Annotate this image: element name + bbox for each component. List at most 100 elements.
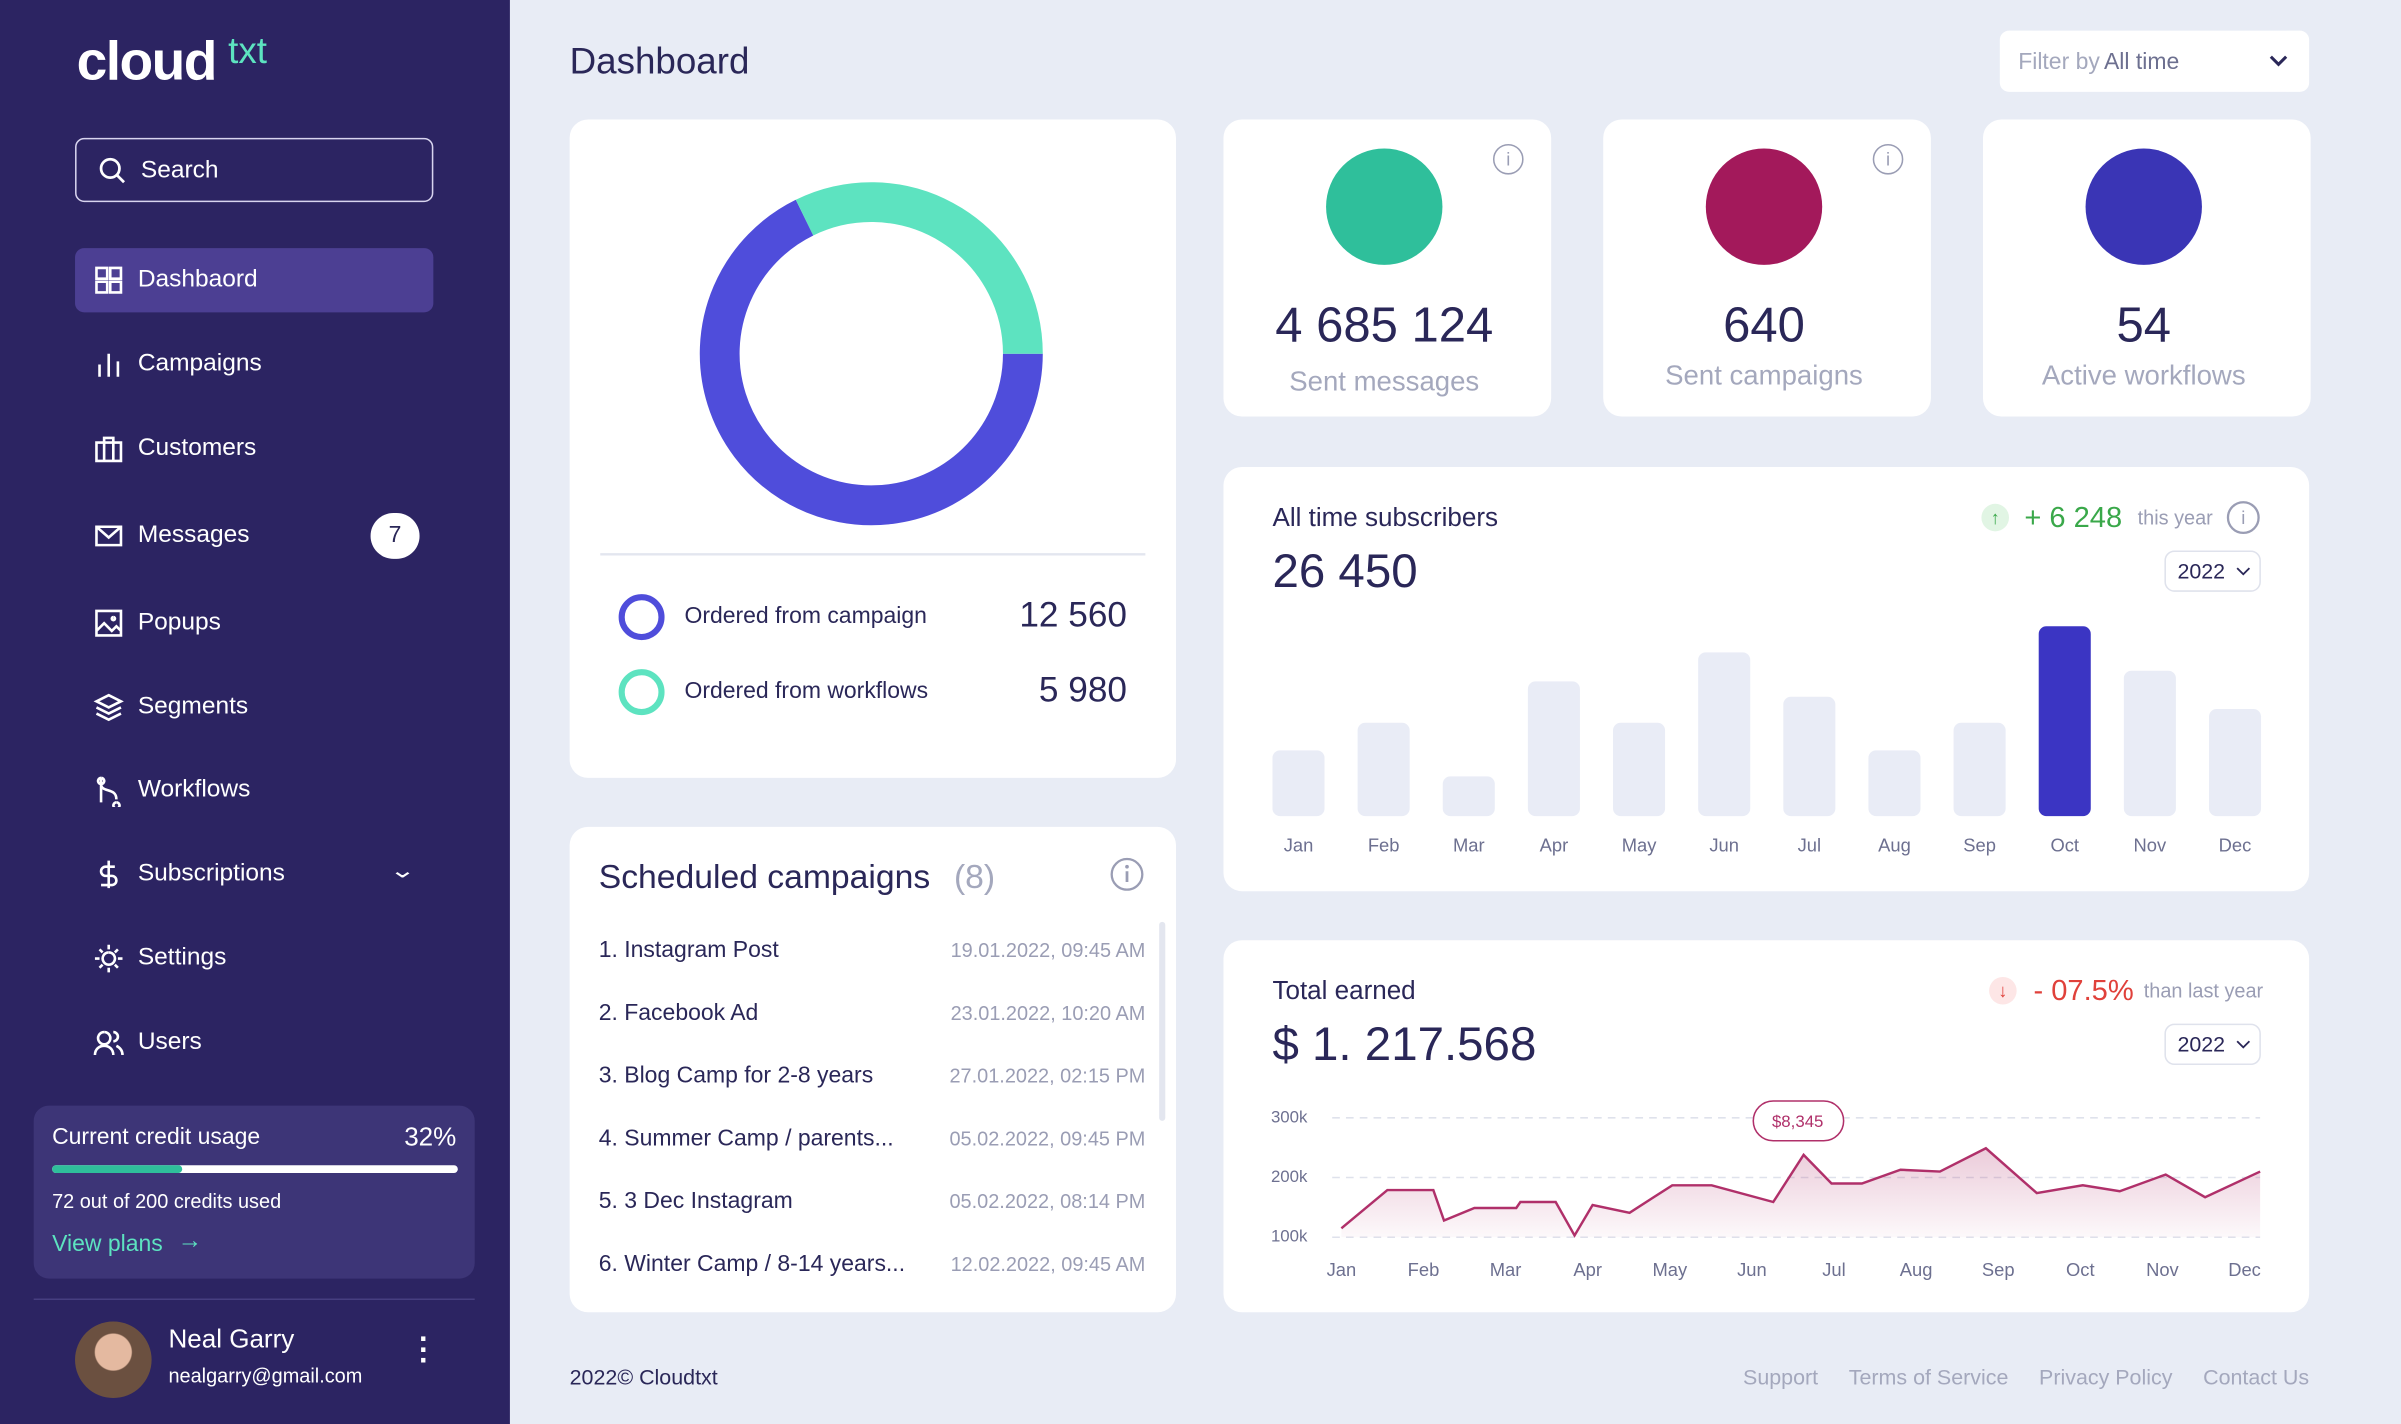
footer-link[interactable]: Support [1743, 1364, 1819, 1389]
icon [94, 944, 123, 973]
chevron [2236, 1040, 2251, 1049]
divider [33, 1298, 475, 1301]
bar [1613, 722, 1666, 817]
info-icon[interactable]: i [1872, 143, 1904, 175]
user-name: Neal Garry [168, 1324, 295, 1354]
card-total: $ 1. 217.568 [1272, 1018, 1536, 1071]
change-note: this year [2138, 507, 2214, 529]
campaign-date: 12.02.2022, 09:45 AM [950, 1252, 1146, 1276]
footer-link[interactable]: Privacy Policy [2039, 1364, 2173, 1389]
nav-item[interactable]: Customers [137, 434, 257, 461]
footer-link[interactable]: Terms of Service [1848, 1364, 2009, 1389]
nav-item[interactable]: Segments [137, 693, 249, 720]
search-placeholder: Search [140, 157, 219, 184]
icon [95, 436, 123, 463]
nav-active[interactable] [75, 248, 434, 313]
nav-icon [95, 266, 123, 294]
stat-icon [1705, 148, 1823, 265]
x-tick-label: Oct [2050, 835, 2079, 856]
nav-icon [95, 609, 123, 637]
x-tick-label: Dec [2219, 835, 2252, 856]
x-tick-label: Feb [1368, 835, 1400, 856]
campaign-name[interactable]: 5. 3 Dec Instagram [598, 1188, 793, 1215]
stat-card: 54 Active workflows [1982, 119, 2311, 417]
filter[interactable]: Filter by All time [1999, 30, 2310, 92]
search-box[interactable]: Search [75, 137, 434, 203]
icon [93, 693, 124, 722]
avatar [75, 1321, 152, 1399]
campaign-name[interactable]: 4. Summer Camp / parents... [598, 1125, 894, 1152]
campaign-name[interactable]: 6. Winter Camp / 8-14 years... [598, 1251, 906, 1278]
stat-label: Active workflows [2041, 359, 2246, 391]
x-tick-label: May [1622, 835, 1658, 856]
chevron [2269, 55, 2288, 67]
x-tick-label: Mar [1490, 1259, 1522, 1280]
nav-item[interactable]: Subscriptions [137, 860, 285, 887]
stat-value: 640 [1723, 297, 1805, 353]
search-icon [99, 157, 126, 184]
bar [2208, 708, 2262, 817]
x-tick-label: Jan [1284, 835, 1314, 856]
change: + 6 248 [2024, 502, 2122, 534]
copyright: 2022© Cloudtxt [569, 1364, 718, 1389]
legend-label: Ordered from campaign [684, 602, 926, 628]
tooltip [1752, 1100, 1845, 1142]
nav-icon [94, 944, 123, 973]
campaign-name[interactable]: 3. Blog Camp for 2-8 years [598, 1062, 874, 1089]
legend-value: 12 560 [1019, 595, 1127, 634]
x-tick-label: Sep [1963, 835, 1996, 856]
y-tick-label: 300k [1271, 1107, 1308, 1126]
year: 2022 [2177, 559, 2225, 583]
change: - 07.5% [2034, 975, 2134, 1007]
filter-value: All time [2103, 49, 2180, 76]
filter-prefix: Filter by [2018, 49, 2100, 76]
campaign-name[interactable]: 2. Facebook Ad [598, 999, 759, 1026]
campaign-date: 27.01.2022, 02:15 PM [949, 1064, 1146, 1088]
nav-item[interactable]: Dashbaord [137, 266, 258, 293]
stat-value: 4 685 124 [1275, 297, 1494, 353]
nav-item[interactable]: Workflows [137, 776, 251, 803]
credit-percent: 32% [404, 1122, 457, 1152]
campaign-name[interactable]: 1. Instagram Post [598, 937, 779, 964]
info-icon[interactable]: i [1492, 143, 1524, 175]
x-tick-label: Feb [1408, 1259, 1440, 1280]
x-tick-label: Jun [1709, 835, 1739, 856]
info-icon[interactable] [1109, 856, 1146, 893]
x-tick-label: Dec [2228, 1259, 2261, 1280]
stat-icon [2085, 148, 2202, 265]
legend-swatch [618, 594, 665, 641]
x-tick-label: Aug [1900, 1259, 1933, 1280]
x-tick-label: Jul [1822, 1259, 1845, 1280]
view-plans[interactable]: View plans [52, 1231, 163, 1258]
nav-item[interactable]: Campaigns [137, 350, 262, 377]
nav-item[interactable]: Settings [137, 944, 227, 971]
bar [1698, 652, 1751, 817]
nav-item[interactable]: Messages [137, 522, 250, 549]
campaign-date: 05.02.2022, 09:45 PM [949, 1127, 1146, 1150]
year: 2022 [2177, 1033, 2225, 1057]
nav-icon [99, 860, 118, 889]
menu-dots[interactable]: · · · [419, 1323, 430, 1379]
bar [1272, 750, 1325, 817]
footer-link[interactable]: Contact Us [2203, 1364, 2310, 1389]
line [1340, 1146, 2261, 1238]
x-tick-label: Mar [1453, 835, 1485, 856]
stat-icon [1326, 148, 1443, 265]
orders-card [569, 119, 1176, 778]
x-tick-label: Aug [1878, 835, 1911, 856]
icon [95, 266, 123, 294]
nav-item[interactable]: Popups [137, 609, 221, 636]
nav-item[interactable]: Users [137, 1029, 202, 1056]
scheduled-title: Scheduled campaigns [598, 857, 931, 896]
x-tick-label: Nov [2134, 835, 2167, 856]
trend-icon [1981, 503, 2009, 532]
nav-icon [98, 353, 120, 377]
campaign-date: 19.01.2022, 09:45 AM [950, 938, 1146, 962]
arrow-icon: → [177, 1228, 203, 1255]
trend-arrow: ↓ [1998, 980, 2007, 1001]
credit-fill [52, 1165, 182, 1173]
tooltip-text: $8,345 [1772, 1112, 1823, 1131]
stat-card: i 4 685 124 Sent messages [1223, 119, 1552, 417]
